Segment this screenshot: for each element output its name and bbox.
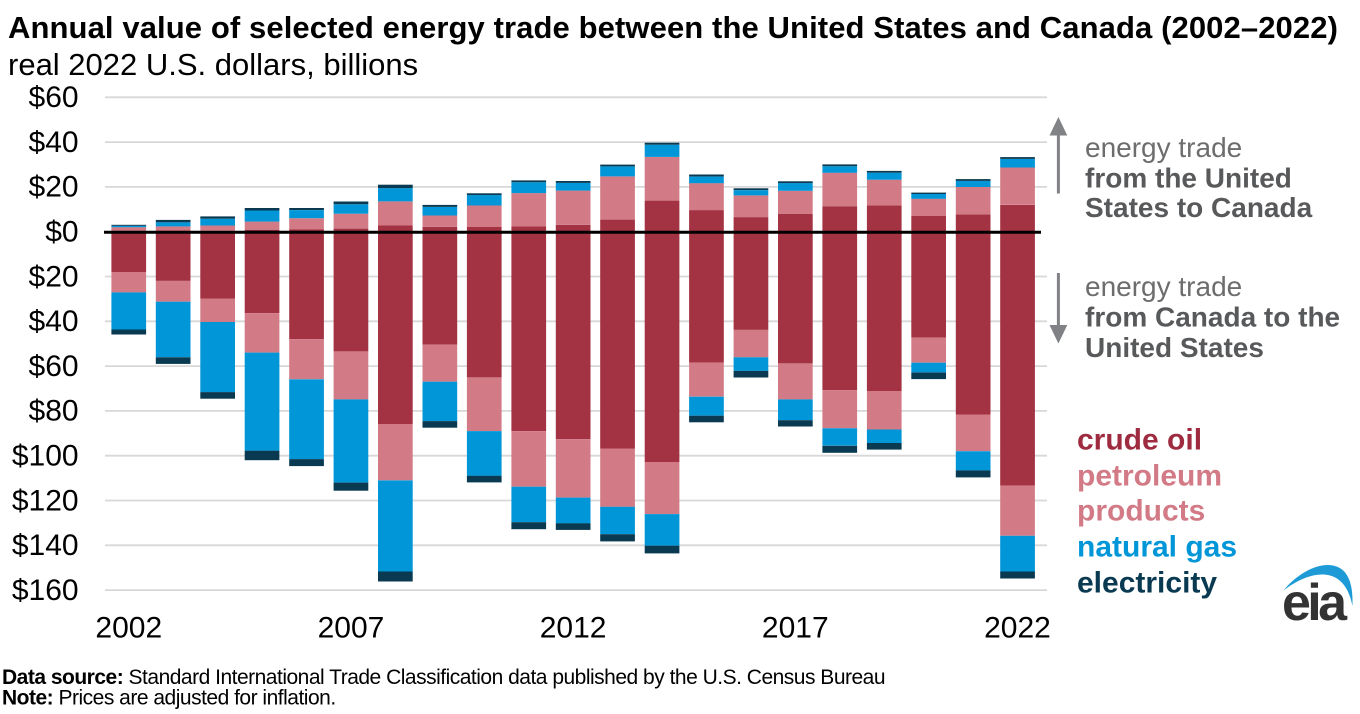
svg-text:$100: $100 [12, 440, 79, 473]
svg-text:$20: $20 [29, 260, 79, 293]
svg-text:$20: $20 [29, 171, 79, 204]
svg-text:from Canada to the: from Canada to the [1085, 302, 1340, 333]
svg-text:States to Canada: States to Canada [1085, 192, 1313, 223]
svg-text:2022: 2022 [984, 612, 1051, 645]
svg-text:natural gas: natural gas [1077, 530, 1237, 563]
svg-text:$60: $60 [29, 81, 79, 114]
svg-text:energy trade: energy trade [1085, 132, 1242, 163]
svg-text:$40: $40 [29, 305, 79, 338]
svg-text:$80: $80 [29, 395, 79, 428]
svg-text:$140: $140 [12, 529, 79, 562]
svg-text:$60: $60 [29, 350, 79, 383]
svg-text:real 2022 U.S. dollars, billio: real 2022 U.S. dollars, billions [8, 47, 418, 82]
svg-text:2012: 2012 [540, 612, 607, 645]
svg-text:crude oil: crude oil [1077, 423, 1202, 456]
svg-text:United States: United States [1085, 332, 1264, 363]
svg-text:electricity: electricity [1077, 567, 1217, 600]
svg-text:2007: 2007 [318, 612, 385, 645]
svg-text:2017: 2017 [762, 612, 829, 645]
svg-text:Data source: Standard Internat: Data source: Standard International Trad… [2, 666, 885, 689]
svg-text:$0: $0 [45, 216, 78, 249]
svg-text:$40: $40 [29, 126, 79, 159]
svg-text:$160: $160 [12, 574, 79, 607]
svg-text:products: products [1077, 495, 1205, 528]
svg-text:from the United: from the United [1085, 163, 1292, 194]
svg-text:eia: eia [1282, 574, 1348, 632]
svg-text:Note: Prices are adjusted for: Note: Prices are adjusted for inflation. [2, 687, 336, 710]
svg-text:petroleum: petroleum [1077, 460, 1222, 493]
svg-text:energy trade: energy trade [1085, 271, 1242, 302]
svg-text:2002: 2002 [95, 612, 162, 645]
svg-text:$120: $120 [12, 484, 79, 517]
svg-text:Annual value of selected energ: Annual value of selected energy trade be… [8, 10, 1338, 45]
